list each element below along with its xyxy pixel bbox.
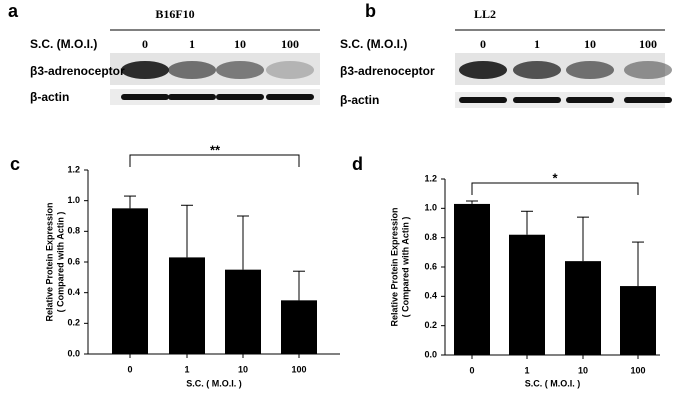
bar xyxy=(565,261,601,355)
actin-band xyxy=(566,97,614,103)
y-tick-label: 0.2 xyxy=(424,320,437,330)
y-tick-label: 0.2 xyxy=(67,318,80,328)
actin-band xyxy=(266,94,314,100)
y-axis-label: Relative Protein Expression xyxy=(389,207,399,326)
y-tick-label: 1.2 xyxy=(67,164,80,174)
actin-band xyxy=(513,97,561,103)
x-tick-label: 100 xyxy=(630,365,645,375)
actin-band xyxy=(216,94,264,100)
actin-band xyxy=(168,94,216,100)
x-tick-label: 0 xyxy=(469,365,474,375)
significance-bracket xyxy=(129,154,300,167)
lane-label: 0 xyxy=(142,37,148,51)
y-tick-label: 0.8 xyxy=(67,226,80,236)
y-axis-label: ( Compared with Actin ) xyxy=(400,217,410,318)
bar xyxy=(281,300,317,354)
band xyxy=(121,61,169,79)
x-axis-label: S.C. ( M.O.I. ) xyxy=(186,378,242,388)
actin-band xyxy=(121,94,169,100)
y-tick-label: 0.8 xyxy=(424,232,437,242)
lane-label: 0 xyxy=(480,37,486,51)
target-label: β3-adrenoceptor xyxy=(340,64,435,78)
y-tick-label: 1.0 xyxy=(424,203,437,213)
cell-line: B16F10 xyxy=(155,7,194,21)
bar xyxy=(112,208,148,354)
y-tick-label: 1.2 xyxy=(424,173,437,183)
bar xyxy=(509,234,545,355)
lane-label: 100 xyxy=(281,37,299,51)
band xyxy=(459,61,507,79)
y-tick-label: 0.4 xyxy=(67,287,80,297)
bar xyxy=(620,286,656,355)
y-tick-label: 0.0 xyxy=(67,348,80,358)
x-tick-label: 10 xyxy=(238,364,248,374)
y-tick-label: 0.6 xyxy=(67,256,80,266)
band xyxy=(566,61,614,79)
actin-band xyxy=(624,97,672,103)
panel-label: d xyxy=(352,154,363,174)
significance-label: ** xyxy=(210,142,221,157)
x-tick-label: 1 xyxy=(524,365,529,375)
target-label: β3-adrenoceptor xyxy=(30,64,125,78)
cell-line: LL2 xyxy=(474,7,496,21)
bar xyxy=(225,269,261,354)
lane-label: 10 xyxy=(584,37,596,51)
x-tick-label: 1 xyxy=(184,364,189,374)
x-axis-label: S.C. ( M.O.I. ) xyxy=(525,378,581,388)
lane-label: 10 xyxy=(234,37,246,51)
band xyxy=(168,61,216,79)
band xyxy=(624,61,672,79)
panel-label: c xyxy=(10,154,20,174)
significance-bracket xyxy=(471,182,639,195)
band xyxy=(216,61,264,79)
lane-label: 1 xyxy=(189,37,195,51)
y-axis-label: Relative Protein Expression xyxy=(44,202,54,321)
lane-label: 100 xyxy=(639,37,657,51)
panel-label: b xyxy=(365,1,376,21)
x-tick-label: 10 xyxy=(578,365,588,375)
significance-label: * xyxy=(552,170,558,185)
actin-band xyxy=(459,97,507,103)
band xyxy=(266,61,314,79)
treatment-label: S.C. (M.O.I.) xyxy=(30,37,97,51)
y-tick-label: 0.6 xyxy=(424,261,437,271)
treatment-label: S.C. (M.O.I.) xyxy=(340,37,407,51)
lane-label: 1 xyxy=(534,37,540,51)
control-label: β-actin xyxy=(340,93,379,107)
x-tick-label: 0 xyxy=(127,364,132,374)
bar xyxy=(454,203,490,355)
control-label: β-actin xyxy=(30,90,69,104)
y-tick-label: 1.0 xyxy=(67,195,80,205)
y-tick-label: 0.4 xyxy=(424,291,437,301)
y-axis-label: ( Compared with Actin ) xyxy=(55,212,65,313)
bar xyxy=(169,257,205,354)
x-tick-label: 100 xyxy=(291,364,306,374)
y-tick-label: 0.0 xyxy=(424,349,437,359)
panel-label: a xyxy=(8,1,19,21)
band xyxy=(513,61,561,79)
